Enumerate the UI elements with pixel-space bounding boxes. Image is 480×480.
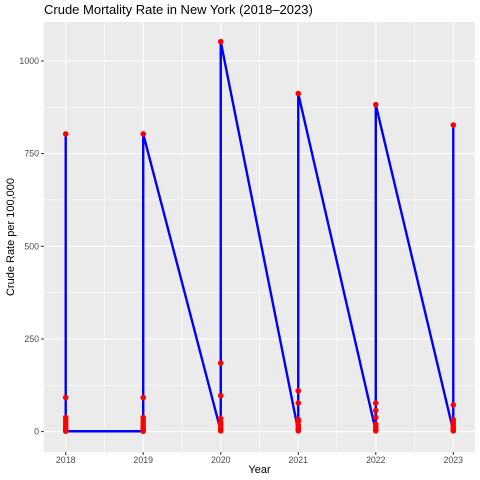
y-axis-title: Crude Rate per 100,000 [5, 178, 17, 296]
y-tick-label: 250 [24, 334, 39, 344]
data-point [62, 428, 69, 435]
data-point [217, 38, 224, 45]
x-tick-label: 2019 [133, 455, 153, 465]
data-point [217, 392, 224, 399]
x-tick-label: 2022 [366, 455, 386, 465]
x-tick-label: 2018 [56, 455, 76, 465]
data-point [140, 414, 147, 421]
data-point [450, 122, 457, 128]
data-point [450, 416, 457, 423]
data-point [372, 414, 379, 421]
data-point [372, 407, 379, 414]
x-tick-label: 2020 [211, 455, 231, 465]
x-tick-label: 2021 [288, 455, 308, 465]
x-axis: 2018 2019 2020 2021 2022 2023 [56, 452, 463, 465]
y-axis: 0 250 500 750 1000 [19, 56, 44, 437]
x-axis-title: Year [248, 464, 271, 476]
data-point [140, 394, 147, 401]
chart-title: Crude Mortality Rate in New York (2018–2… [44, 2, 313, 17]
y-tick-label: 750 [24, 149, 39, 159]
data-point [295, 400, 302, 406]
y-tick-label: 1000 [19, 56, 39, 66]
data-point [295, 416, 302, 423]
data-point [62, 131, 69, 137]
series-line [64, 40, 455, 433]
data-series [62, 38, 457, 435]
data-point [217, 415, 224, 422]
x-tick-label: 2023 [444, 455, 464, 465]
data-point [372, 421, 379, 427]
y-tick-label: 0 [34, 427, 39, 437]
data-point [372, 101, 379, 108]
data-point [62, 394, 69, 401]
data-point [217, 360, 224, 366]
data-point [372, 400, 379, 406]
y-tick-label: 500 [24, 241, 39, 251]
data-point [140, 131, 147, 137]
data-point [450, 402, 457, 408]
data-point [295, 388, 302, 394]
data-point [295, 90, 302, 97]
